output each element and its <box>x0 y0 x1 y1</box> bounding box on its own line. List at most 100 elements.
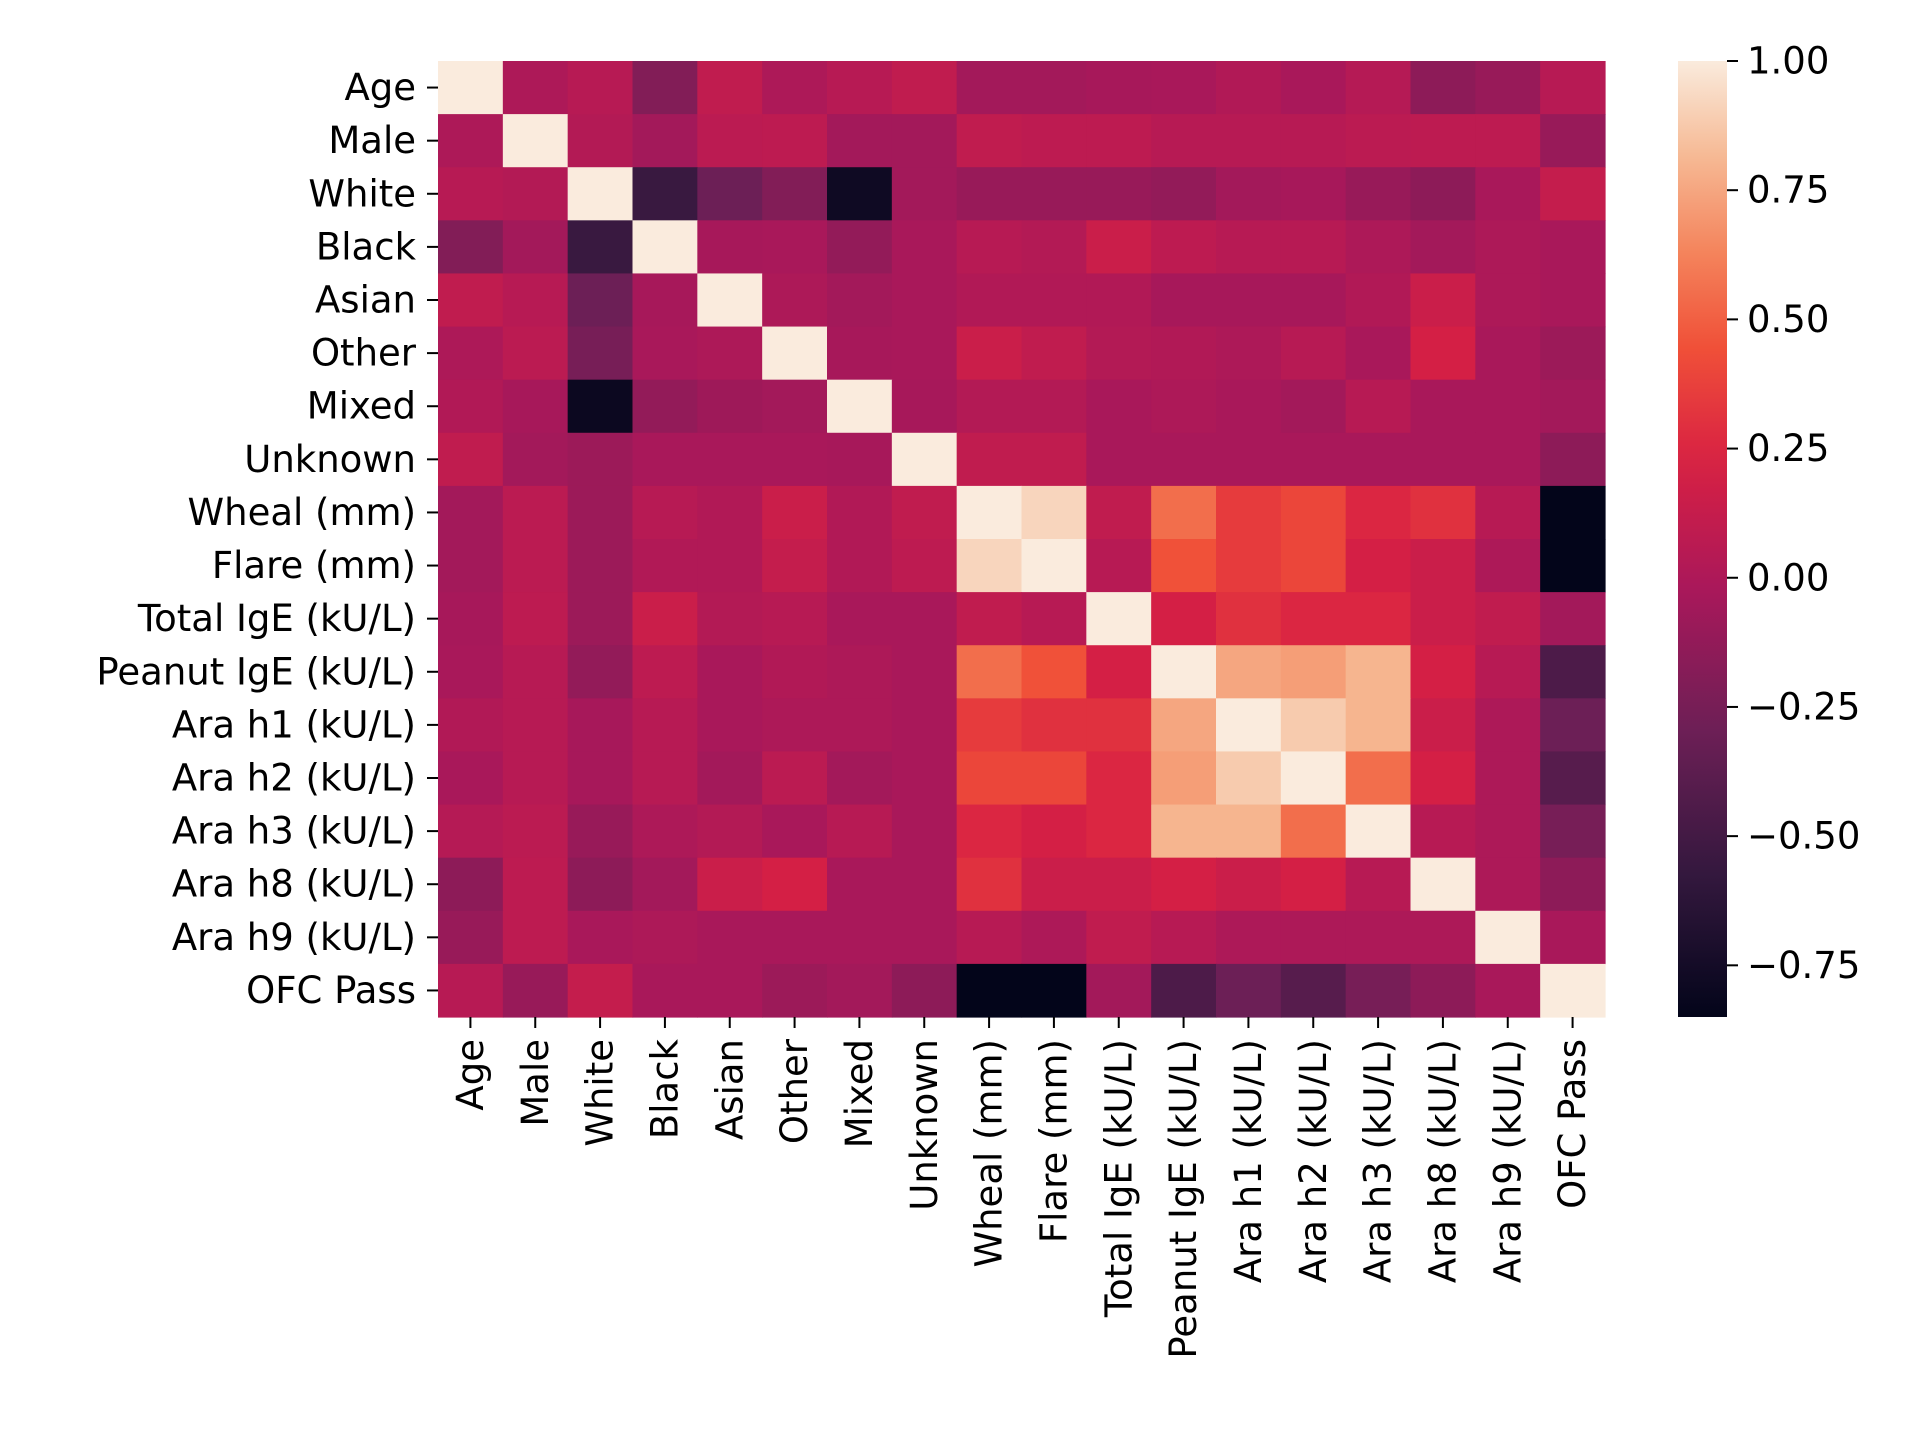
heatmap-cell <box>827 751 893 806</box>
heatmap-cell <box>567 539 634 593</box>
heatmap-cell <box>1151 326 1217 381</box>
heatmap-cell <box>1410 379 1476 434</box>
heatmap-cell <box>1086 698 1152 753</box>
heatmap-cell <box>1540 326 1606 381</box>
x-tick-label: Total IgE (kU/L) <box>1097 1039 1140 1318</box>
heatmap-cell <box>697 592 763 646</box>
heatmap-cell <box>762 804 828 859</box>
heatmap-cell <box>1216 698 1282 753</box>
heatmap-cell <box>891 167 958 221</box>
heatmap-cell <box>632 485 698 540</box>
heatmap-cell <box>632 220 698 275</box>
heatmap-cell <box>697 857 763 912</box>
heatmap-cell <box>1345 61 1412 115</box>
x-tick-label: Peanut IgE (kU/L) <box>1162 1039 1205 1359</box>
heatmap-cell <box>1021 751 1087 806</box>
heatmap-cell <box>697 804 763 859</box>
heatmap-cell <box>762 273 828 328</box>
heatmap-cell <box>1475 857 1541 912</box>
heatmap-cell <box>1410 804 1476 859</box>
heatmap-cell <box>1475 698 1541 753</box>
heatmap-cell <box>502 379 569 434</box>
heatmap-cell <box>1280 857 1347 912</box>
heatmap-cell <box>956 326 1023 381</box>
heatmap-cell <box>1345 592 1412 646</box>
heatmap-cell <box>1151 910 1217 965</box>
heatmap-cell <box>1086 485 1152 540</box>
heatmap-cell <box>567 273 634 328</box>
heatmap-cell <box>1216 220 1282 275</box>
heatmap-cell <box>1410 857 1476 912</box>
heatmap-cell <box>1021 698 1087 753</box>
heatmap-cell <box>1410 167 1476 221</box>
heatmap-cell <box>1345 220 1412 275</box>
heatmap-cell <box>438 539 504 593</box>
heatmap-cell <box>827 379 893 434</box>
heatmap-cell <box>891 114 958 168</box>
heatmap-cell <box>762 114 828 168</box>
heatmap-cell <box>1280 379 1347 434</box>
x-tick-label: Other <box>773 1038 816 1144</box>
heatmap-cell <box>1540 167 1606 221</box>
heatmap-cell <box>1151 379 1217 434</box>
heatmap-cell <box>827 167 893 221</box>
heatmap-cell <box>827 910 893 965</box>
y-tick-label: Ara h3 (kU/L) <box>172 810 416 853</box>
heatmap-cell <box>1345 963 1412 1018</box>
heatmap-cell <box>438 379 504 434</box>
heatmap-cell <box>1086 857 1152 912</box>
colorbar-tick-label: −0.25 <box>1747 685 1860 728</box>
heatmap-cell <box>891 592 958 646</box>
heatmap-cell <box>956 698 1023 753</box>
heatmap-cell <box>632 326 698 381</box>
heatmap-cell <box>827 432 893 487</box>
heatmap-cell <box>1410 592 1476 646</box>
heatmap-cell <box>1280 220 1347 275</box>
heatmap-cell <box>1021 114 1087 168</box>
heatmap-cell <box>438 485 504 540</box>
heatmap-cell <box>827 61 893 115</box>
heatmap-cell <box>891 857 958 912</box>
y-tick-label: Mixed <box>307 385 416 428</box>
x-tick-label: Asian <box>708 1039 751 1140</box>
heatmap-cell <box>567 751 634 806</box>
heatmap-cell <box>1021 167 1087 221</box>
heatmap-cell <box>567 379 634 434</box>
heatmap-cell <box>762 857 828 912</box>
heatmap-cell <box>1086 220 1152 275</box>
colorbar-tick-label: 0.00 <box>1747 556 1829 599</box>
heatmap-cell <box>1021 485 1087 540</box>
y-tick-label: Age <box>344 66 416 109</box>
heatmap-cell <box>891 220 958 275</box>
heatmap-cell <box>438 167 504 221</box>
heatmap-cell <box>1086 326 1152 381</box>
heatmap-cell <box>567 485 634 540</box>
heatmap-cell <box>632 379 698 434</box>
heatmap-cell <box>1345 857 1412 912</box>
heatmap-cell <box>762 963 828 1018</box>
heatmap-cell <box>1410 963 1476 1018</box>
heatmap-cell <box>1216 645 1282 699</box>
heatmap-cell <box>1345 645 1412 699</box>
heatmap-cell <box>632 167 698 221</box>
heatmap-cell <box>1475 220 1541 275</box>
heatmap-cell <box>1151 751 1217 806</box>
heatmap-cell <box>567 167 634 221</box>
x-tick-label: Age <box>449 1039 492 1111</box>
x-tick-label: OFC Pass <box>1551 1039 1594 1209</box>
heatmap-cell <box>1086 751 1152 806</box>
heatmap-cell <box>1280 485 1347 540</box>
heatmap-cell <box>438 114 504 168</box>
heatmap-cell <box>1540 963 1606 1018</box>
y-tick-label: Ara h9 (kU/L) <box>172 916 416 959</box>
heatmap-cell <box>1540 485 1606 540</box>
heatmap-cell <box>1345 485 1412 540</box>
heatmap-cell <box>1410 220 1476 275</box>
heatmap-cell <box>1086 592 1152 646</box>
heatmap-cell <box>502 326 569 381</box>
heatmap-cell <box>956 645 1023 699</box>
colorbar-tick-label: 0.25 <box>1747 427 1829 470</box>
heatmap-cell <box>1151 273 1217 328</box>
heatmap-cell <box>1216 273 1282 328</box>
heatmap-cell <box>762 592 828 646</box>
